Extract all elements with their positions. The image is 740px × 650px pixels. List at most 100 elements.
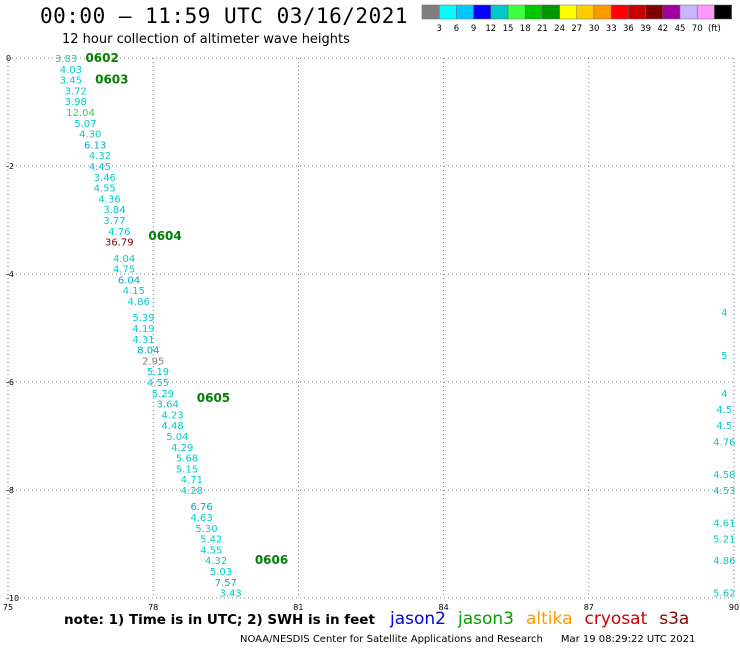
swh-value: 4.31 (132, 335, 154, 346)
swh-value: 4.19 (132, 324, 154, 335)
swh-value: 4.5 (716, 405, 732, 416)
satellite-label-jason2: jason2 (390, 609, 446, 629)
chart-subtitle: 12 hour collection of altimeter wave hei… (62, 32, 350, 47)
swh-value: 5.15 (176, 464, 198, 475)
swh-value: 5.07 (74, 119, 96, 130)
swh-value: 4.32 (89, 151, 111, 162)
pass-time-label: 0602 (85, 51, 118, 65)
x-tick-label: 84 (439, 603, 449, 612)
color-scale-label: 39 (640, 24, 651, 34)
y-tick-label: -2 (6, 162, 14, 171)
x-tick-label: 75 (3, 603, 13, 612)
swh-value: 4.48 (161, 421, 183, 432)
satellite-legend: jason2 jason3 altika cryosat s3a (390, 609, 701, 629)
swh-value: 5.19 (147, 367, 169, 378)
swh-value: 5.39 (132, 313, 154, 324)
color-scale-label: 42 (657, 24, 668, 34)
swh-value: 5.21 (713, 535, 735, 546)
color-scale-label: 70 (692, 24, 703, 34)
swh-value: 4.55 (147, 378, 169, 389)
satellite-label-s3a: s3a (659, 609, 690, 629)
swh-value: 6.04 (118, 275, 140, 286)
y-tick-label: -6 (6, 378, 14, 387)
color-scale-label: 33 (606, 24, 617, 34)
swh-value: 8.04 (137, 346, 159, 357)
swh-value: 12.04 (66, 108, 95, 119)
swh-value: 4 (721, 389, 727, 400)
credit-text: NOAA/NESDIS Center for Satellite Applica… (240, 634, 543, 645)
swh-value: 4.55 (200, 545, 222, 556)
chart-title: 00:00 – 11:59 UTC 03/16/2021 (40, 4, 409, 28)
swh-value: 3.64 (157, 400, 179, 411)
swh-value: 4.29 (171, 443, 193, 454)
swh-value: 3.43 (220, 589, 242, 600)
swh-value: 7.57 (215, 578, 237, 589)
swh-value: 4.75 (113, 265, 135, 276)
swh-value: 5.03 (210, 567, 232, 578)
swh-value: 4.5 (716, 421, 732, 432)
x-tick-label: 90 (729, 603, 739, 612)
color-scale-label: 6 (454, 24, 459, 34)
color-scale-label: 18 (520, 24, 531, 34)
swh-value: 5.42 (200, 535, 222, 546)
color-scale-legend: 3 6 9 12 15 18 21 24 27 30 33 36 39 42 45 70 (ft) (421, 4, 732, 34)
swh-value: 4.28 (181, 486, 203, 497)
color-scale-label: 9 (471, 24, 476, 34)
swh-value: 4 (721, 308, 727, 319)
color-scale-label: 15 (503, 24, 514, 34)
swh-value: 5.30 (195, 524, 217, 535)
x-tick-label: 78 (148, 603, 158, 612)
swh-value: 4.30 (79, 130, 101, 141)
swh-value: 5 (721, 351, 727, 362)
y-tick-label: -10 (6, 594, 19, 603)
swh-value: 4.61 (713, 518, 735, 529)
swh-value: 3.98 (65, 97, 87, 108)
swh-value: 36.79 (105, 238, 134, 249)
swh-value: 4.23 (161, 410, 183, 421)
pass-time-label: 0606 (255, 553, 288, 567)
swh-value: 4.76 (713, 437, 735, 448)
swh-value: 4.71 (181, 475, 203, 486)
color-scale-label: 27 (571, 24, 582, 34)
pass-time-label: 0603 (95, 73, 128, 87)
swh-value: 4.03 (60, 65, 82, 76)
swh-value: 5.04 (166, 432, 188, 443)
swh-value: 3.83 (55, 54, 77, 65)
swh-value: 4.55 (94, 184, 116, 195)
swh-value: 4.53 (713, 486, 735, 497)
swh-value: 3.72 (65, 86, 87, 97)
color-scale-label: 36 (623, 24, 634, 34)
y-tick-label: -4 (6, 270, 14, 279)
color-scale-label: 45 (675, 24, 686, 34)
color-scale-label: 12 (485, 24, 496, 34)
color-scale-label: 30 (589, 24, 600, 34)
swh-value: 3.84 (103, 205, 125, 216)
y-tick-label: 0 (6, 54, 11, 63)
swh-value: 6.13 (84, 140, 106, 151)
color-scale-label: 24 (554, 24, 565, 34)
satellite-label-cryosat: cryosat (584, 609, 648, 629)
swh-value: 4.58 (713, 470, 735, 481)
color-scale-label: 21 (537, 24, 548, 34)
swh-value: 4.36 (99, 194, 121, 205)
credit-line: NOAA/NESDIS Center for Satellite Applica… (240, 634, 695, 645)
swh-value: 5.62 (713, 589, 735, 600)
swh-value: 4.63 (190, 513, 212, 524)
swh-value: 2.95 (142, 356, 164, 367)
swh-value: 4.86 (128, 297, 150, 308)
pass-time-label: 0604 (148, 229, 181, 243)
swh-value: 3.77 (103, 216, 125, 227)
swh-value: 4.32 (205, 556, 227, 567)
generated-timestamp: Mar 19 08:29:22 UTC 2021 (560, 634, 696, 645)
swh-value: 3.46 (94, 173, 116, 184)
color-scale-label: 3 (436, 24, 441, 34)
swh-value: 6.76 (190, 502, 212, 513)
x-tick-label: 87 (584, 603, 594, 612)
x-tick-label: 81 (293, 603, 303, 612)
swh-value: 4.76 (108, 227, 130, 238)
satellite-label-altika: altika (526, 609, 573, 629)
y-tick-label: -8 (6, 486, 14, 495)
color-scale-label: (ft) (708, 24, 721, 34)
swh-value: 5.68 (176, 454, 198, 465)
